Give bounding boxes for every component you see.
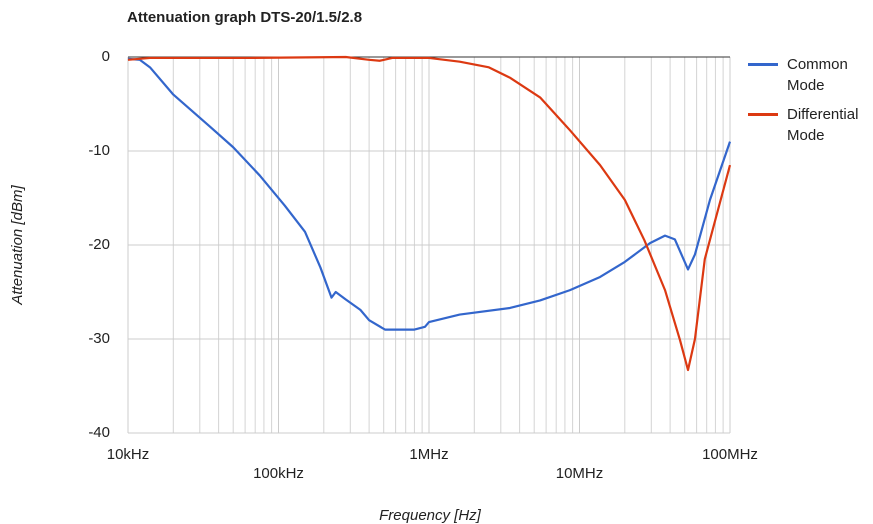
series-line (127, 57, 732, 331)
y-tick-label: 0 (102, 48, 110, 65)
x-tick-label: 1MHz (409, 446, 448, 463)
y-axis-label: Attenuation [dBm] (9, 185, 26, 306)
legend-swatch (748, 63, 778, 66)
y-tick-label: -30 (88, 330, 110, 347)
legend-item: Differential Mode (748, 104, 868, 146)
grid: 10kHz 100kHz 1MHz 10MHz 100MHz -40 -30 -20 -10 0 (88, 48, 758, 482)
y-tick-label: -40 (88, 424, 110, 441)
chart-title: Attenuation graph DTS-20/1.5/2.8 (127, 9, 362, 26)
x-tick-label: 10kHz (107, 446, 150, 463)
legend-label: Common Mode (787, 56, 848, 94)
legend-label: Differential Mode (787, 106, 859, 144)
legend-swatch (748, 113, 778, 116)
x-tick-label: 100kHz (253, 465, 304, 482)
y-tick-label: -10 (88, 142, 110, 159)
series-line (127, 55, 732, 372)
x-tick-label: 100MHz (702, 446, 758, 463)
x-tick-label: 10MHz (556, 465, 604, 482)
plot-area (127, 55, 732, 372)
legend-item: Common Mode (748, 54, 868, 96)
x-axis-label: Frequency [Hz] (379, 507, 482, 524)
legend: Common Mode Differential Mode (748, 54, 868, 154)
y-tick-label: -20 (88, 236, 110, 253)
